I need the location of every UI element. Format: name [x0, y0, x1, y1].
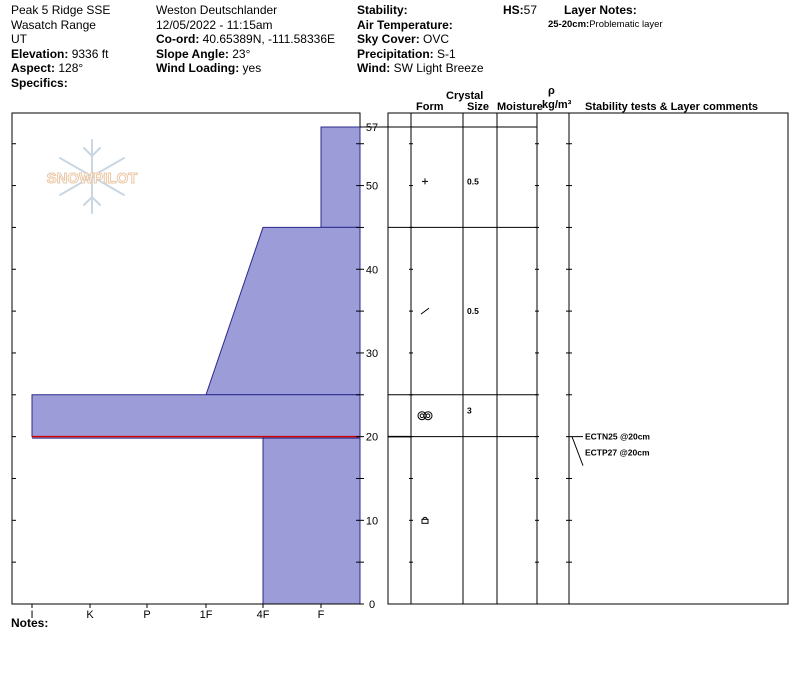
stability-header: Stability tests & Layer comments	[585, 101, 759, 113]
form-header: Form	[416, 101, 444, 113]
x-tick-label: P	[143, 609, 150, 621]
range: Wasatch Range	[11, 17, 96, 32]
size-header: Size	[467, 101, 490, 113]
layer-note: 25-20cm:Problematic layer	[548, 19, 663, 30]
stability-tests: ECTN25 @20cm ECTP27 @20cm	[571, 432, 650, 466]
notes-label: Notes:	[11, 616, 49, 630]
y-tick-label: 0	[369, 599, 375, 611]
y-tick-label: 50	[366, 181, 378, 193]
x-tick-label: 4F	[257, 609, 270, 621]
y-tick-label: 10	[366, 515, 378, 527]
decomposing-icon	[420, 307, 430, 315]
melt-forms-icon	[421, 516, 429, 524]
surface-hoar-icon	[417, 411, 433, 421]
moisture-header: Moisture	[497, 101, 543, 113]
stability-test: ECTN25 @20cm	[585, 432, 650, 442]
x-tick-label: K	[86, 609, 94, 621]
test-leader-line	[571, 436, 584, 466]
air-temp-row: Air Temperature:	[357, 17, 453, 32]
crystal-header: Crystal	[446, 90, 484, 102]
x-tick-label: I	[30, 609, 33, 621]
rho-header: ρ	[548, 85, 555, 97]
y-tick-label: 30	[366, 348, 378, 360]
snowpilot-logo: SNOWPILOT	[46, 139, 138, 214]
density-unit-header: kg/m³	[542, 99, 572, 111]
elevation-row: Elevation: 9336 ft	[11, 46, 109, 61]
crystal-size: 3	[467, 406, 472, 416]
site-info: Peak 5 Ridge SSE Wasatch Range UT Elevat…	[11, 3, 110, 90]
hs-row: HS:57	[503, 3, 538, 17]
new-snow-icon	[422, 178, 428, 185]
wind-row: Wind: SW Light Breeze	[357, 61, 484, 75]
y-tick-label: 57	[366, 122, 378, 134]
svg-text:SNOWPILOT: SNOWPILOT	[47, 170, 138, 187]
layer-notes-label: Layer Notes:	[564, 3, 637, 17]
slope-row: Slope Angle: 23°	[156, 46, 251, 61]
layer-1	[205, 226, 361, 396]
coord-row: Co-ord: 40.65389N, -111.58336E	[156, 32, 335, 46]
precip-row: Precipitation: S-1	[357, 46, 456, 61]
layer-3	[262, 436, 361, 605]
wind-loading-row: Wind Loading: yes	[156, 61, 262, 75]
layers	[31, 126, 361, 605]
table-frame	[387, 112, 789, 605]
specifics-row: Specifics:	[11, 75, 68, 90]
stability-test: ECTP27 @20cm	[585, 448, 650, 458]
location: Peak 5 Ridge SSE	[11, 3, 111, 17]
x-axis: I K P 1F 4F F	[12, 603, 360, 621]
layer-2	[31, 394, 361, 438]
stability-row: Stability:	[357, 3, 408, 17]
layer-0	[320, 126, 361, 228]
x-tick-label: 1F	[200, 609, 213, 621]
observation-info: Weston Deutschlander 12/05/2022 - 11:15a…	[156, 3, 335, 76]
state: UT	[11, 32, 27, 46]
observer: Weston Deutschlander	[156, 3, 278, 17]
y-axis: 0 10 20 30 40 50 57	[12, 122, 388, 611]
crystal-size: 0.5	[467, 306, 479, 316]
layer-table: 0.5 0.5 3	[387, 112, 789, 605]
weather-info: Stability: Air Temperature: Sky Cover: O…	[357, 3, 484, 76]
y-tick-label: 40	[366, 264, 378, 276]
y-tick-label: 20	[366, 432, 378, 444]
datetime: 12/05/2022 - 11:15am	[156, 17, 273, 32]
aspect-row: Aspect: 128°	[11, 61, 84, 75]
sky-row: Sky Cover: OVC	[357, 32, 450, 46]
crystal-size: 0.5	[467, 176, 479, 186]
x-tick-label: F	[318, 609, 325, 621]
